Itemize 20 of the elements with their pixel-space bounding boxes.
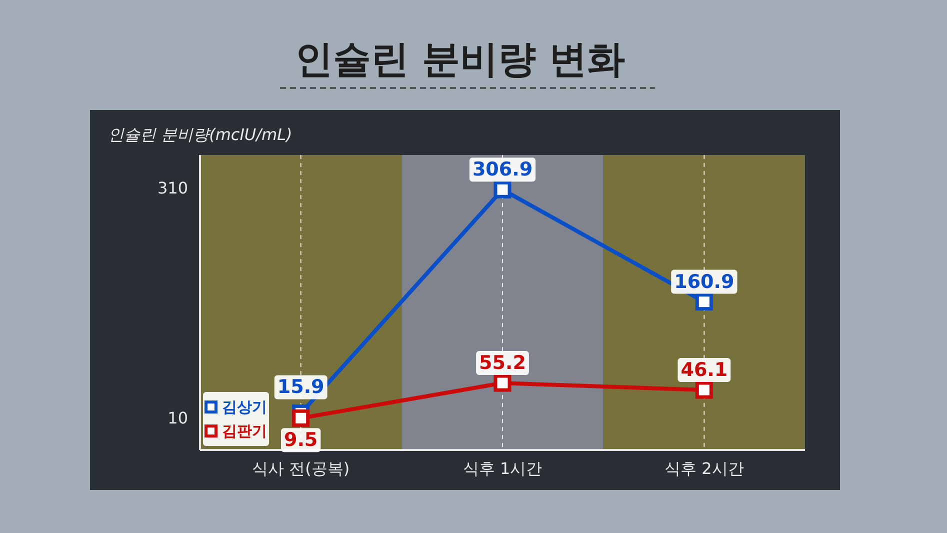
data-label: 15.9: [277, 376, 324, 398]
legend-label: 김상기: [222, 398, 267, 416]
data-label: 160.9: [674, 270, 734, 293]
x-tick-label: 식후 2시간: [664, 459, 744, 478]
point: [292, 409, 310, 427]
y-tick-label: 10: [168, 408, 188, 428]
y-tick-label: 310: [157, 178, 188, 198]
chart-title: 인슐린 분비량 변화: [294, 37, 626, 81]
data-label: 55.2: [479, 352, 526, 374]
data-label: 46.1: [680, 359, 728, 381]
data-label: 306.9: [472, 158, 533, 181]
legend-label: 김판기: [222, 422, 267, 440]
point: [695, 293, 713, 311]
point: [695, 381, 713, 399]
y-axis-title: 인슐린 분비량(mcIU/mL): [108, 125, 292, 144]
x-tick-label: 식후 1시간: [462, 459, 542, 478]
data-label: 9.5: [284, 429, 318, 452]
point: [494, 180, 512, 198]
point: [494, 374, 512, 392]
x-tick-label: 식사 전(공복): [252, 459, 350, 478]
